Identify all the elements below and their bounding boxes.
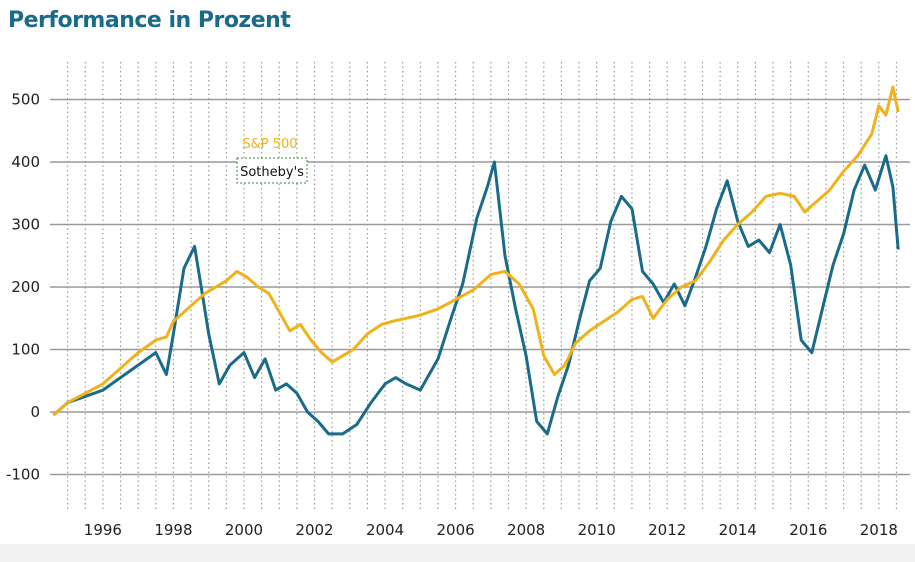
- series-line: [52, 85, 900, 417]
- x-tick-label: 2014: [719, 521, 757, 539]
- legend-box-sothebys: [236, 157, 308, 184]
- legend-label-sp500: S&P 500: [242, 137, 297, 152]
- x-tick-label: 2002: [295, 521, 333, 539]
- y-tick-label: 300: [11, 216, 40, 234]
- x-tick-label: 2016: [789, 521, 827, 539]
- bottom-strip: [0, 544, 915, 562]
- y-tick-label: 100: [11, 341, 40, 359]
- x-tick-label: 2006: [437, 521, 475, 539]
- x-tick-label: 1998: [154, 521, 192, 539]
- x-tick-label: 2018: [860, 521, 898, 539]
- legend-label-sothebys: Sotheby's: [240, 165, 304, 180]
- x-tick-label: 1996: [84, 521, 122, 539]
- x-tick-label: 2004: [366, 521, 404, 539]
- series-line: [52, 154, 900, 436]
- y-tick-label: 200: [11, 278, 40, 296]
- x-tick-label: 2000: [225, 521, 263, 539]
- x-tick-label: 2010: [578, 521, 616, 539]
- x-tick-label: 2012: [648, 521, 686, 539]
- x-tick-label: 2008: [507, 521, 545, 539]
- chart-title: Performance in Prozent: [8, 8, 291, 33]
- y-tick-label: 400: [11, 153, 40, 171]
- y-tick-label: 0: [30, 403, 40, 421]
- y-tick-label: 500: [11, 91, 40, 109]
- y-tick-label: -100: [6, 466, 40, 484]
